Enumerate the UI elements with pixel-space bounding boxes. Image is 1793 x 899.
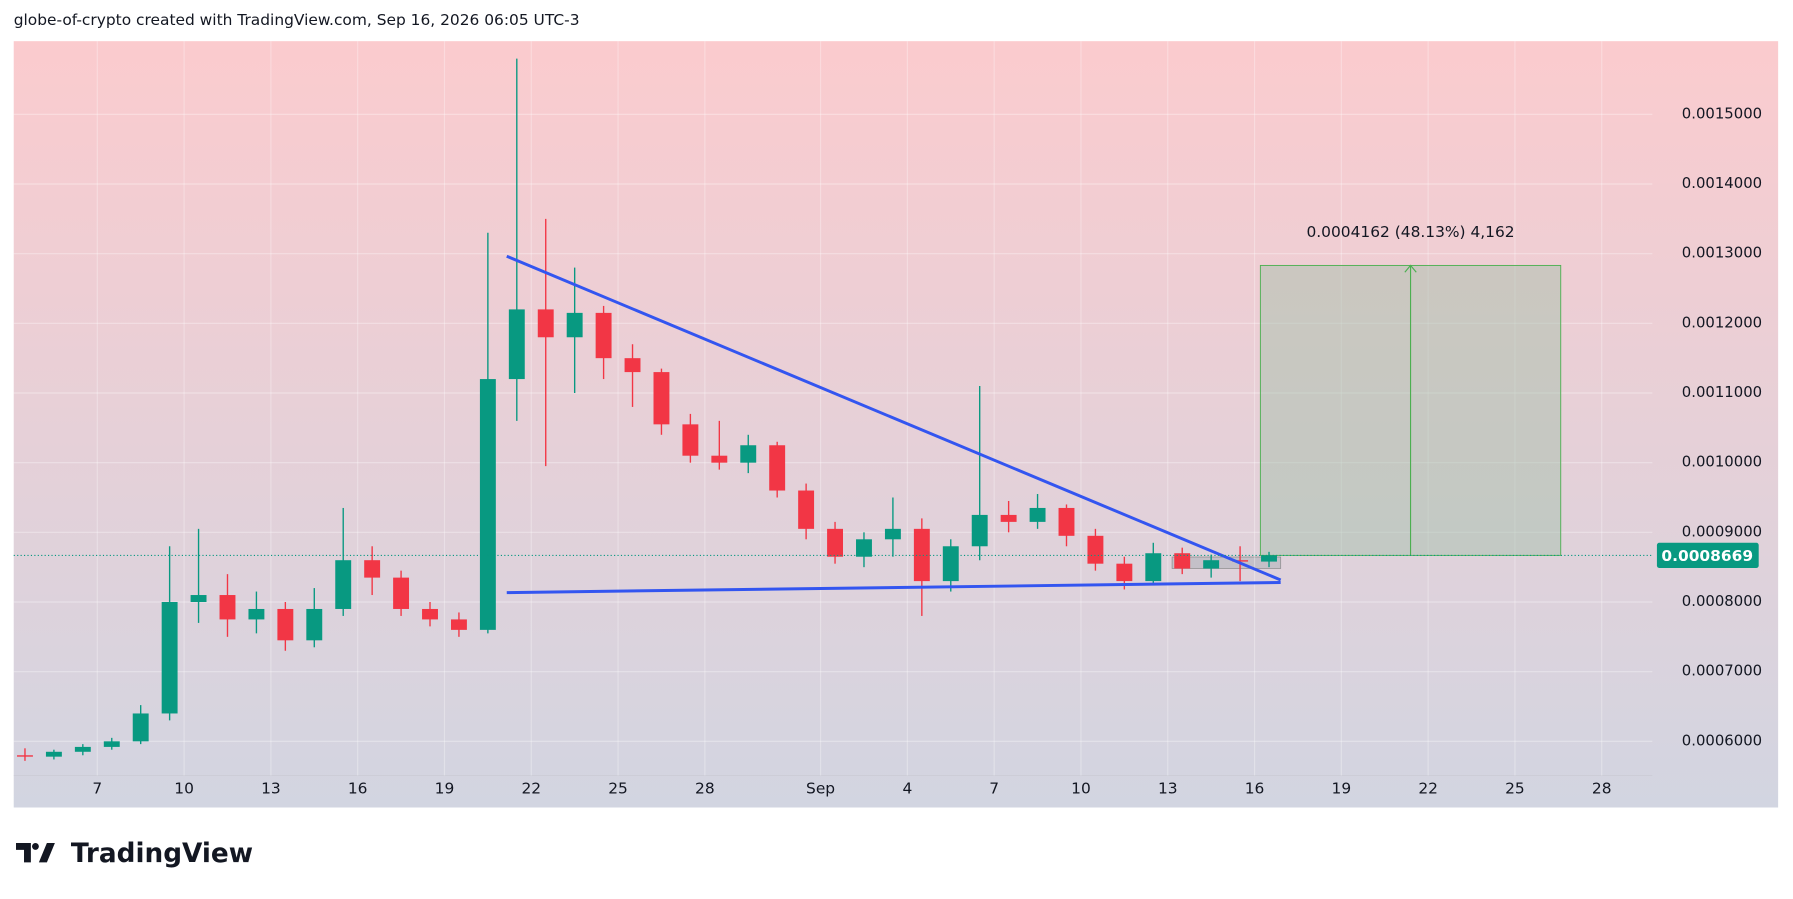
- marks: 0.0006000 0.0007000 0.0008000 0.0009000 0.00…: [13, 41, 1762, 798]
- candle-body: [1261, 555, 1277, 562]
- last-price-tag: [1656, 542, 1759, 568]
- projection-arrowhead: [1404, 264, 1417, 273]
- candle-body: [335, 560, 352, 609]
- x-tick-label: 22: [521, 780, 541, 798]
- candle-body: [422, 608, 438, 620]
- x-tick-label: 10: [1071, 780, 1091, 798]
- candle-body: [595, 312, 612, 359]
- candle-body: [132, 713, 149, 742]
- x-tick-label: 4: [902, 780, 912, 798]
- x-tick-label: 28: [1592, 780, 1612, 798]
- candle-body: [508, 309, 525, 380]
- brand: TradingView: [71, 839, 253, 869]
- candle-body: [190, 595, 207, 603]
- x-tick-label: 28: [695, 780, 715, 798]
- candle-body: [1029, 507, 1046, 522]
- y-tick-label: 0.0008000: [1682, 592, 1762, 610]
- candle-body: [537, 309, 554, 338]
- candle-body: [1000, 514, 1017, 522]
- candle-body: [856, 539, 872, 557]
- y-tick-label: 0.0015000: [1682, 104, 1762, 122]
- candle-body: [1058, 507, 1075, 536]
- x-tick-label: 16: [1245, 780, 1265, 798]
- candle-body: [277, 608, 294, 641]
- x-tick-label: 13: [261, 780, 281, 798]
- candle-body: [740, 445, 757, 463]
- candle-body: [450, 619, 467, 630]
- candle-body: [393, 577, 410, 609]
- x-tick-label: 7: [989, 780, 999, 798]
- header: globe-of-crypto created with TradingView…: [14, 11, 580, 29]
- x-tick-label: 7: [92, 780, 102, 798]
- x-tick-label: Sep: [806, 780, 835, 798]
- candle-body: [45, 751, 62, 757]
- x-tick-label: 19: [1332, 780, 1352, 798]
- x-tick-label: 22: [1418, 780, 1438, 798]
- x-tick-label: 19: [435, 780, 455, 798]
- candle-body: [653, 372, 670, 425]
- y-tick-label: 0.0012000: [1682, 313, 1762, 331]
- candle-body: [161, 602, 178, 714]
- candle-body: [1087, 535, 1104, 564]
- projection-label: 0.0004162 (48.13%) 4,162: [1306, 223, 1514, 241]
- last-price-label: 0.0008669: [1661, 547, 1753, 565]
- candle-body: [971, 514, 988, 547]
- logo-shape: [32, 842, 39, 850]
- trendline: [506, 254, 1282, 582]
- y-tick-label: 0.0013000: [1682, 244, 1762, 262]
- candle-body: [566, 312, 583, 338]
- logo-shape: [16, 842, 31, 863]
- x-tick-label: 13: [1158, 780, 1178, 798]
- candle-body: [1174, 553, 1191, 569]
- y-tick-label: 0.0011000: [1682, 383, 1762, 401]
- candle-body: [711, 455, 728, 463]
- candle-body: [103, 741, 120, 747]
- candle-body: [942, 546, 959, 582]
- x-tick-label: 25: [1505, 780, 1525, 798]
- brand-logo: [16, 842, 55, 863]
- y-tick-label: 0.0009000: [1682, 522, 1762, 540]
- candle-body: [1232, 560, 1249, 562]
- candle-body: [827, 528, 844, 557]
- candle-body: [913, 528, 930, 582]
- candle-body: [17, 755, 33, 757]
- candle-body: [364, 560, 381, 578]
- y-tick-label: 0.0014000: [1682, 174, 1762, 192]
- candle-body: [798, 490, 815, 529]
- candle-body: [682, 424, 699, 456]
- chart-background: [13, 41, 1779, 808]
- y-tick-label: 0.0007000: [1682, 662, 1762, 680]
- candle-body: [1116, 563, 1133, 582]
- candle-body: [219, 595, 236, 620]
- candle-body: [306, 608, 323, 641]
- candle-body: [248, 608, 265, 620]
- logo-shape: [38, 842, 55, 863]
- y-tick-label: 0.0006000: [1682, 731, 1762, 749]
- y-tick-label: 0.0010000: [1682, 453, 1762, 471]
- candle-body: [624, 358, 641, 373]
- x-tick-label: 25: [608, 780, 628, 798]
- candle-body: [479, 379, 496, 630]
- x-tick-label: 10: [174, 780, 194, 798]
- trendline: [506, 581, 1281, 595]
- candle-body: [884, 528, 901, 540]
- candle-body: [769, 445, 786, 491]
- x-tick-label: 16: [348, 780, 368, 798]
- candle-body: [1145, 553, 1162, 582]
- candle-body: [1203, 560, 1220, 569]
- candle-body: [74, 746, 91, 752]
